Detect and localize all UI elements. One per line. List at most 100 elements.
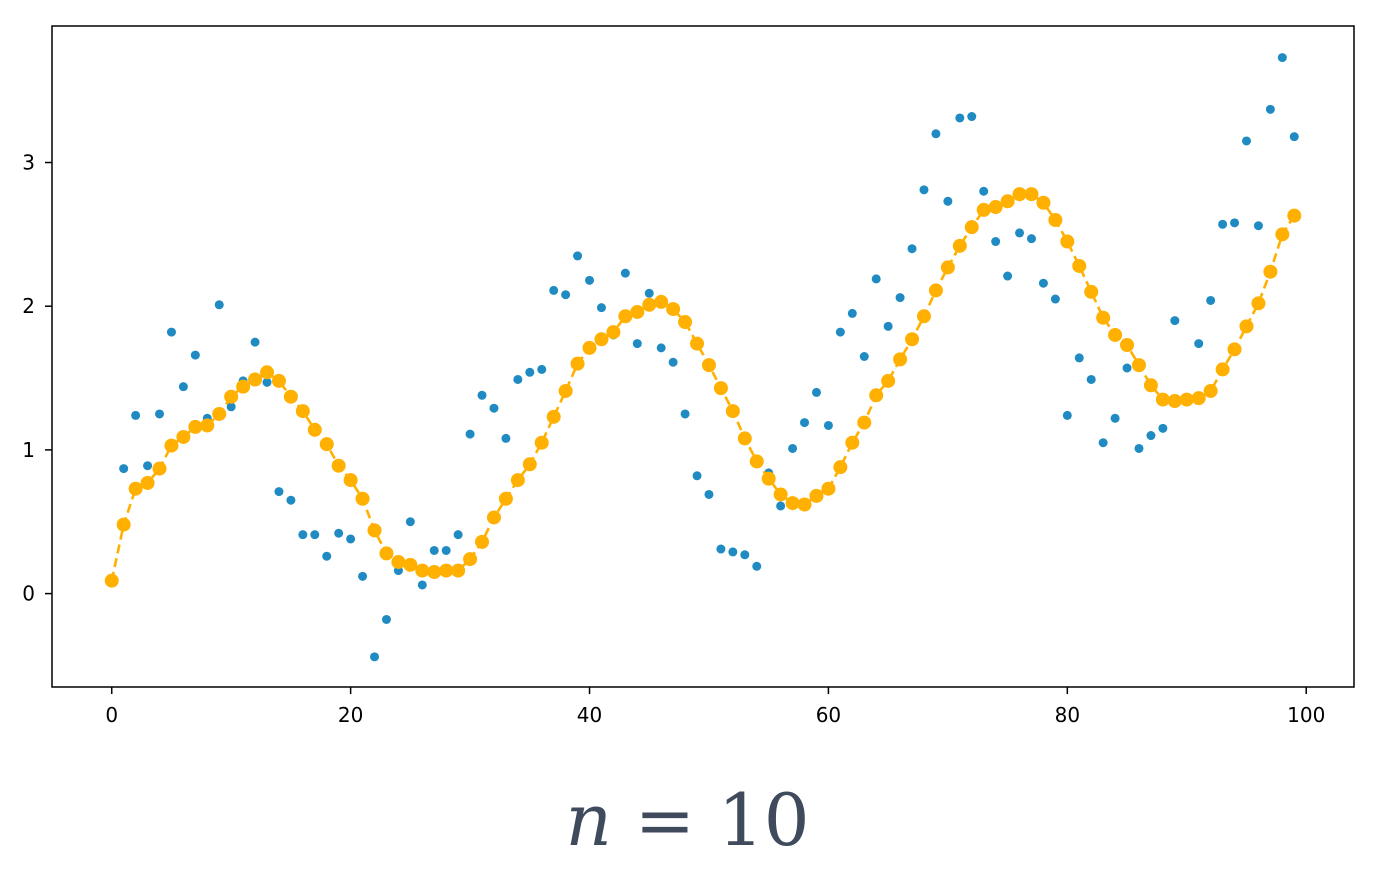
raw-data-point [871,274,881,284]
smoothed-data-point [701,358,716,373]
raw-data-point [250,337,260,347]
raw-data-point [740,550,750,560]
x-tick-label: 100 [1287,703,1325,727]
raw-data-point [895,293,905,303]
raw-data-point [776,501,786,511]
smoothed-data-point [200,418,215,433]
raw-data-point [119,464,129,474]
smoothed-data-point [833,460,848,475]
raw-data-point [620,268,630,278]
raw-data-point [573,251,583,261]
smoothed-data-point [558,383,573,398]
smoothed-data-point [1024,187,1039,202]
smoothed-data-point [188,419,203,434]
raw-data-point [752,561,762,571]
raw-data-point [429,545,439,555]
smoothed-data-point [869,388,884,403]
smoothed-data-point [164,438,179,453]
raw-data-point [919,185,929,195]
smoothed-data-point [618,309,633,324]
smoothed-data-point [821,481,836,496]
raw-data-point [417,580,427,590]
raw-data-point [441,545,451,555]
raw-data-point [358,571,368,581]
smoothed-data-point [1060,234,1075,249]
smoothed-data-point [737,431,752,446]
raw-data-point [596,303,606,313]
raw-data-point [1038,278,1048,288]
raw-data-point [1026,234,1036,244]
smoothed-data-point [1108,327,1123,342]
x-tick-label: 60 [816,703,841,727]
raw-data-point [1098,438,1108,448]
smoothed-data-point [1096,310,1111,325]
raw-data-point [1170,316,1180,326]
raw-data-point [668,357,678,367]
raw-data-point [405,517,415,527]
smoothed-data-point [654,294,669,309]
caption-operator: = [634,778,696,862]
smoothed-data-point [761,471,776,486]
raw-data-point [262,377,272,387]
smoothed-data-point [104,573,119,588]
raw-data-point [274,487,284,497]
raw-data-point [585,275,595,285]
raw-data-point [967,112,977,122]
x-tick-label: 20 [338,703,363,727]
smoothed-data-point [594,332,609,347]
y-tick-label: 1 [22,438,35,462]
raw-data-point [334,528,344,538]
raw-data-point [525,367,535,377]
smoothed-data-point [725,404,740,419]
raw-data-point [955,113,965,123]
raw-data-point [883,321,893,331]
smoothed-data-point [1263,264,1278,279]
raw-data-point [979,186,989,196]
raw-data-point [1134,443,1144,453]
raw-data-point [1265,104,1275,114]
smoothed-data-point [1048,212,1063,227]
raw-data-point [716,544,726,554]
smoothed-data-point [749,454,764,469]
smoothed-data-point [212,406,227,421]
smoothed-data-point [1084,284,1099,299]
smoothed-data-point [403,557,418,572]
smoothed-data-point [379,546,394,561]
smoothed-data-point [773,487,788,502]
smoothed-data-point [152,461,167,476]
raw-data-point [1194,339,1204,349]
smoothed-data-point [881,373,896,388]
smoothed-data-point [331,458,346,473]
smoothed-data-point [1167,394,1182,409]
smoothed-data-point [1179,392,1194,407]
smoothed-data-point [928,283,943,298]
raw-data-point [346,534,356,544]
raw-data-point [1241,136,1251,146]
smoothed-data-point [498,491,513,506]
y-tick-label: 0 [22,582,35,606]
smoothed-data-point [260,365,275,380]
smoothed-data-point [940,260,955,275]
raw-data-point [656,343,666,353]
smoothed-data-point [283,389,298,404]
raw-data-point [823,420,833,430]
smoothed-data-point [391,554,406,569]
smoothed-data-point [415,563,430,578]
smoothed-data-point [988,200,1003,215]
smoothed-data-point [236,379,251,394]
smoothed-data-point [570,356,585,371]
raw-data-point [800,418,810,428]
chart: 0 20 40 60 80 100 0 1 2 3 [22,25,1355,727]
raw-data-point [453,530,463,540]
smoothed-data-point [128,481,143,496]
smoothed-data-point [642,297,657,312]
smoothed-data-point [797,497,812,512]
smoothed-data-point [319,437,334,452]
smoothed-data-point [1155,392,1170,407]
y-axis: 0 1 2 3 [22,151,52,606]
smoothed-data-point [1287,208,1302,223]
raw-data-point [644,288,654,298]
raw-data-point [178,382,188,392]
raw-data-point [1003,271,1013,281]
raw-data-point [859,352,869,361]
